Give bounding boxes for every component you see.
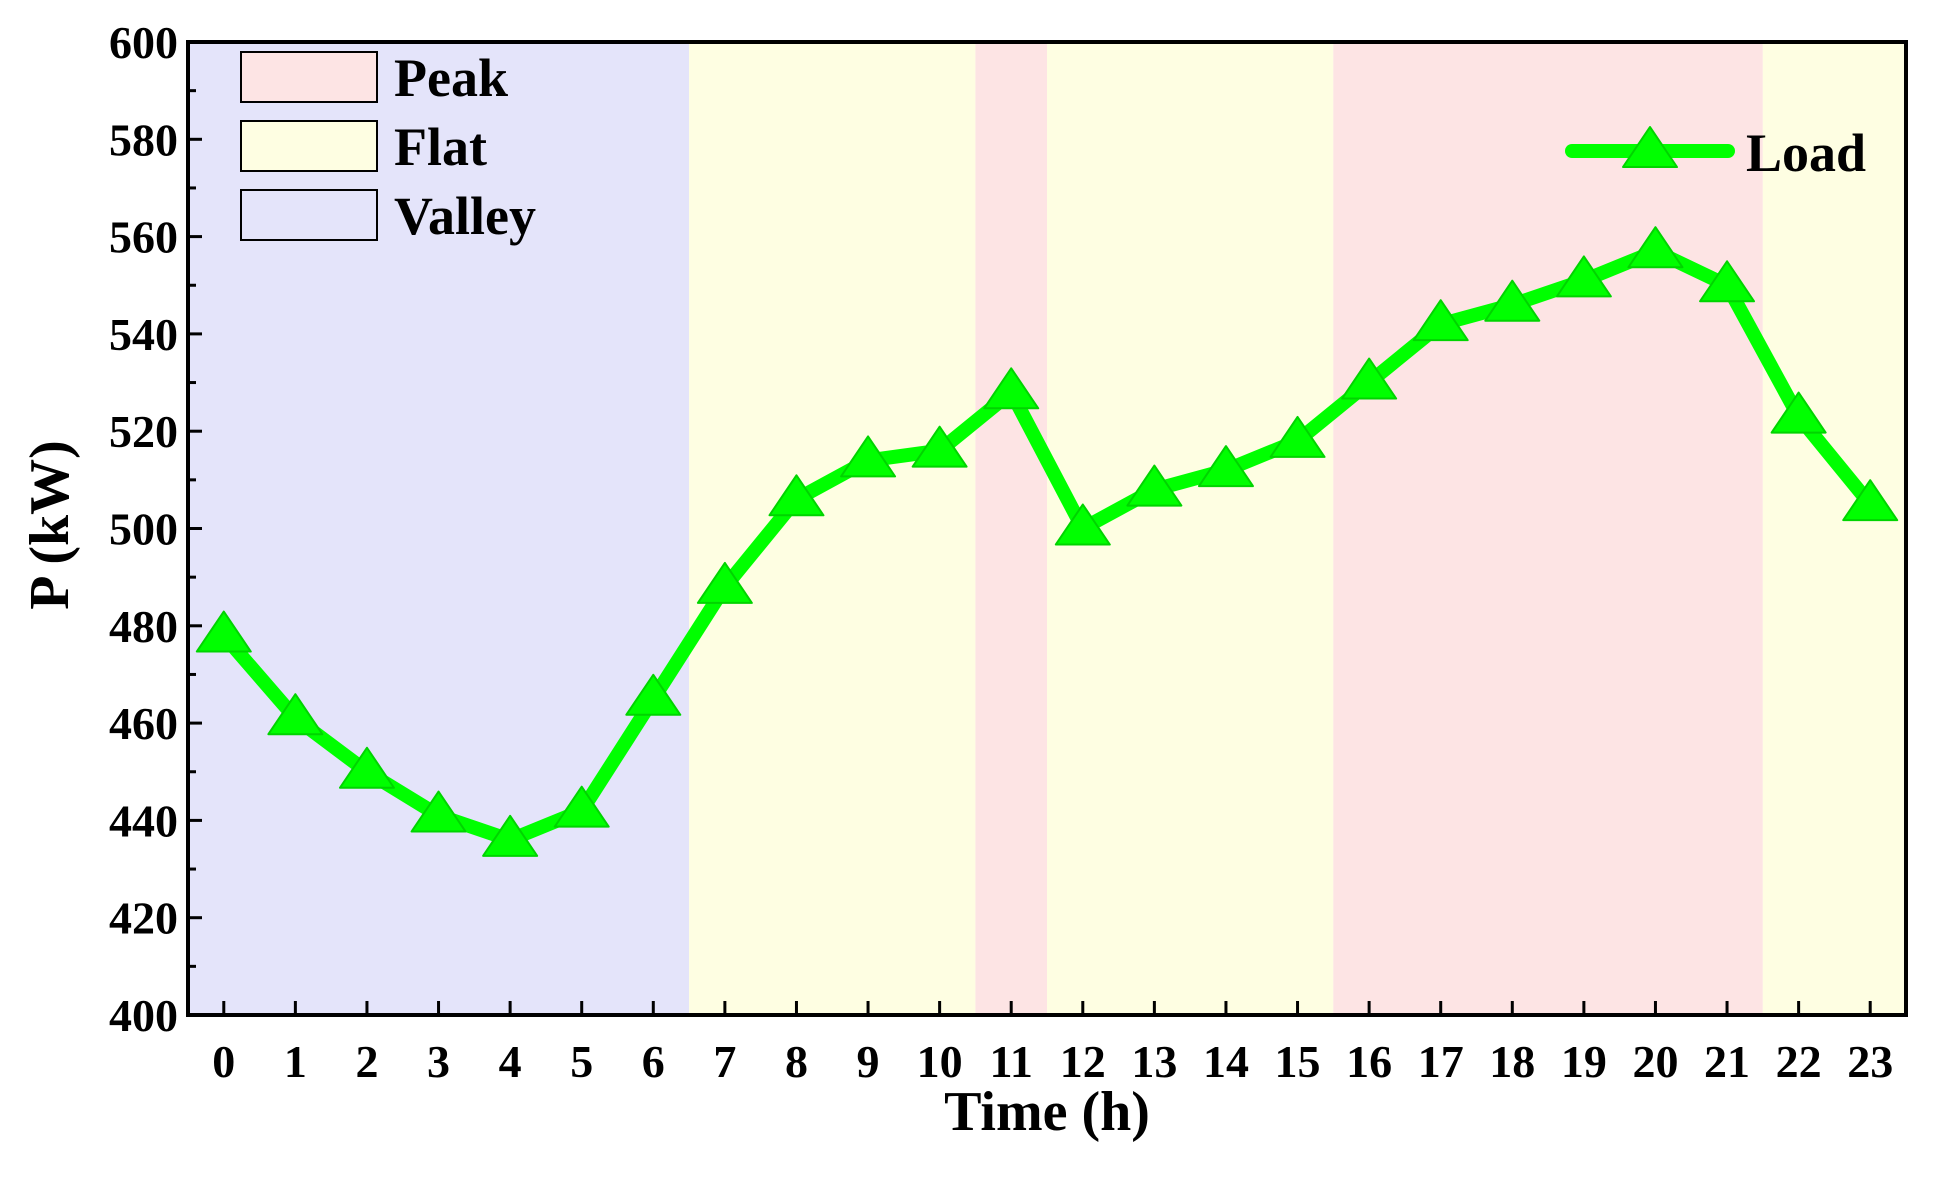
x-tick-label: 23	[1847, 1036, 1893, 1087]
x-tick-label: 20	[1632, 1036, 1678, 1087]
x-tick-label: 18	[1489, 1036, 1535, 1087]
x-tick-labels: 0 1 2 3 4 5 6 7 8 9 10 11 12 13 14 15 16 17 18 19 20 21 22 23	[212, 1036, 1893, 1087]
x-tick-label: 1	[284, 1036, 307, 1087]
data-point-20	[1627, 226, 1684, 269]
data-point-9	[840, 435, 897, 478]
y-tick-label: 480	[109, 601, 178, 652]
band-peak-2	[975, 42, 1047, 1015]
x-tick-label: 19	[1561, 1036, 1607, 1087]
x-tick-label: 11	[989, 1036, 1032, 1087]
y-tick-labels: 400 420 440 460 480 500 520 540 560 580 600	[109, 17, 178, 1041]
x-tick-label: 5	[570, 1036, 593, 1087]
x-tick-label: 16	[1346, 1036, 1392, 1087]
x-tick-label: 22	[1776, 1036, 1822, 1087]
data-point-18	[1484, 279, 1541, 322]
x-tick-label: 3	[427, 1036, 450, 1087]
legend-label-peak: Peak	[394, 48, 508, 108]
data-point-11	[983, 367, 1040, 410]
series-load	[195, 226, 1899, 857]
data-point-4	[482, 814, 539, 857]
data-point-3	[410, 790, 467, 833]
data-point-5	[553, 785, 610, 828]
plot-frame	[186, 40, 1908, 1017]
x-axis-title: Time (h)	[944, 1081, 1150, 1143]
period-bands	[188, 42, 1906, 1015]
data-point-14	[1197, 445, 1254, 488]
x-tick-label: 8	[785, 1036, 808, 1087]
legend-swatch-valley	[240, 189, 378, 241]
x-tick-label: 4	[499, 1036, 522, 1087]
x-tick-label: 13	[1131, 1036, 1177, 1087]
data-point-13	[1126, 464, 1183, 507]
y-tick-label: 520	[109, 406, 178, 457]
data-point-16	[1341, 357, 1398, 400]
data-point-17	[1412, 299, 1469, 342]
data-point-8	[768, 474, 825, 517]
x-tick-label: 9	[857, 1036, 880, 1087]
data-point-6	[625, 673, 682, 716]
y-axis-title: P (kW)	[19, 440, 81, 610]
data-point-12	[1054, 503, 1111, 546]
y-tick-label: 600	[109, 17, 178, 68]
x-tick-label: 14	[1203, 1036, 1249, 1087]
x-tick-label: 10	[917, 1036, 963, 1087]
x-tick-label: 12	[1060, 1036, 1106, 1087]
legend-label-valley: Valley	[394, 186, 536, 246]
series-legend-marker	[1622, 126, 1678, 168]
y-tick-label: 500	[109, 504, 178, 555]
x-tick-label: 7	[713, 1036, 736, 1087]
data-point-10	[911, 425, 968, 468]
x-tick-label: 2	[355, 1036, 378, 1087]
data-point-7	[696, 561, 753, 604]
x-tick-label: 0	[212, 1036, 235, 1087]
period-legend: Peak Flat Valley	[240, 48, 536, 246]
data-point-2	[338, 746, 395, 789]
legend-swatch-flat	[240, 120, 378, 172]
data-point-19	[1555, 255, 1612, 298]
band-peak-4	[1333, 42, 1763, 1015]
data-point-23	[1842, 479, 1899, 522]
x-tick-label: 6	[642, 1036, 665, 1087]
data-point-21	[1699, 260, 1756, 303]
x-tick-label: 17	[1418, 1036, 1464, 1087]
series-legend-label: Load	[1746, 123, 1866, 183]
series-legend: Load	[1565, 123, 1866, 183]
data-point-1	[267, 693, 324, 736]
y-tick-label: 440	[109, 795, 178, 846]
y-tick-label: 560	[109, 212, 178, 263]
band-flat-5	[1762, 42, 1906, 1015]
y-tick-label: 580	[109, 114, 178, 165]
data-point-22	[1770, 391, 1827, 434]
y-tick-label: 460	[109, 698, 178, 749]
band-flat-1	[689, 42, 976, 1015]
y-tick-label: 420	[109, 893, 178, 944]
data-point-0	[195, 610, 252, 653]
legend-label-flat: Flat	[394, 117, 487, 177]
x-tick-label: 21	[1704, 1036, 1750, 1087]
legend-swatch-peak	[240, 51, 378, 103]
y-tick-label: 400	[109, 990, 178, 1041]
data-point-15	[1269, 415, 1326, 458]
y-tick-label: 540	[109, 309, 178, 360]
x-tick-label: 15	[1275, 1036, 1321, 1087]
